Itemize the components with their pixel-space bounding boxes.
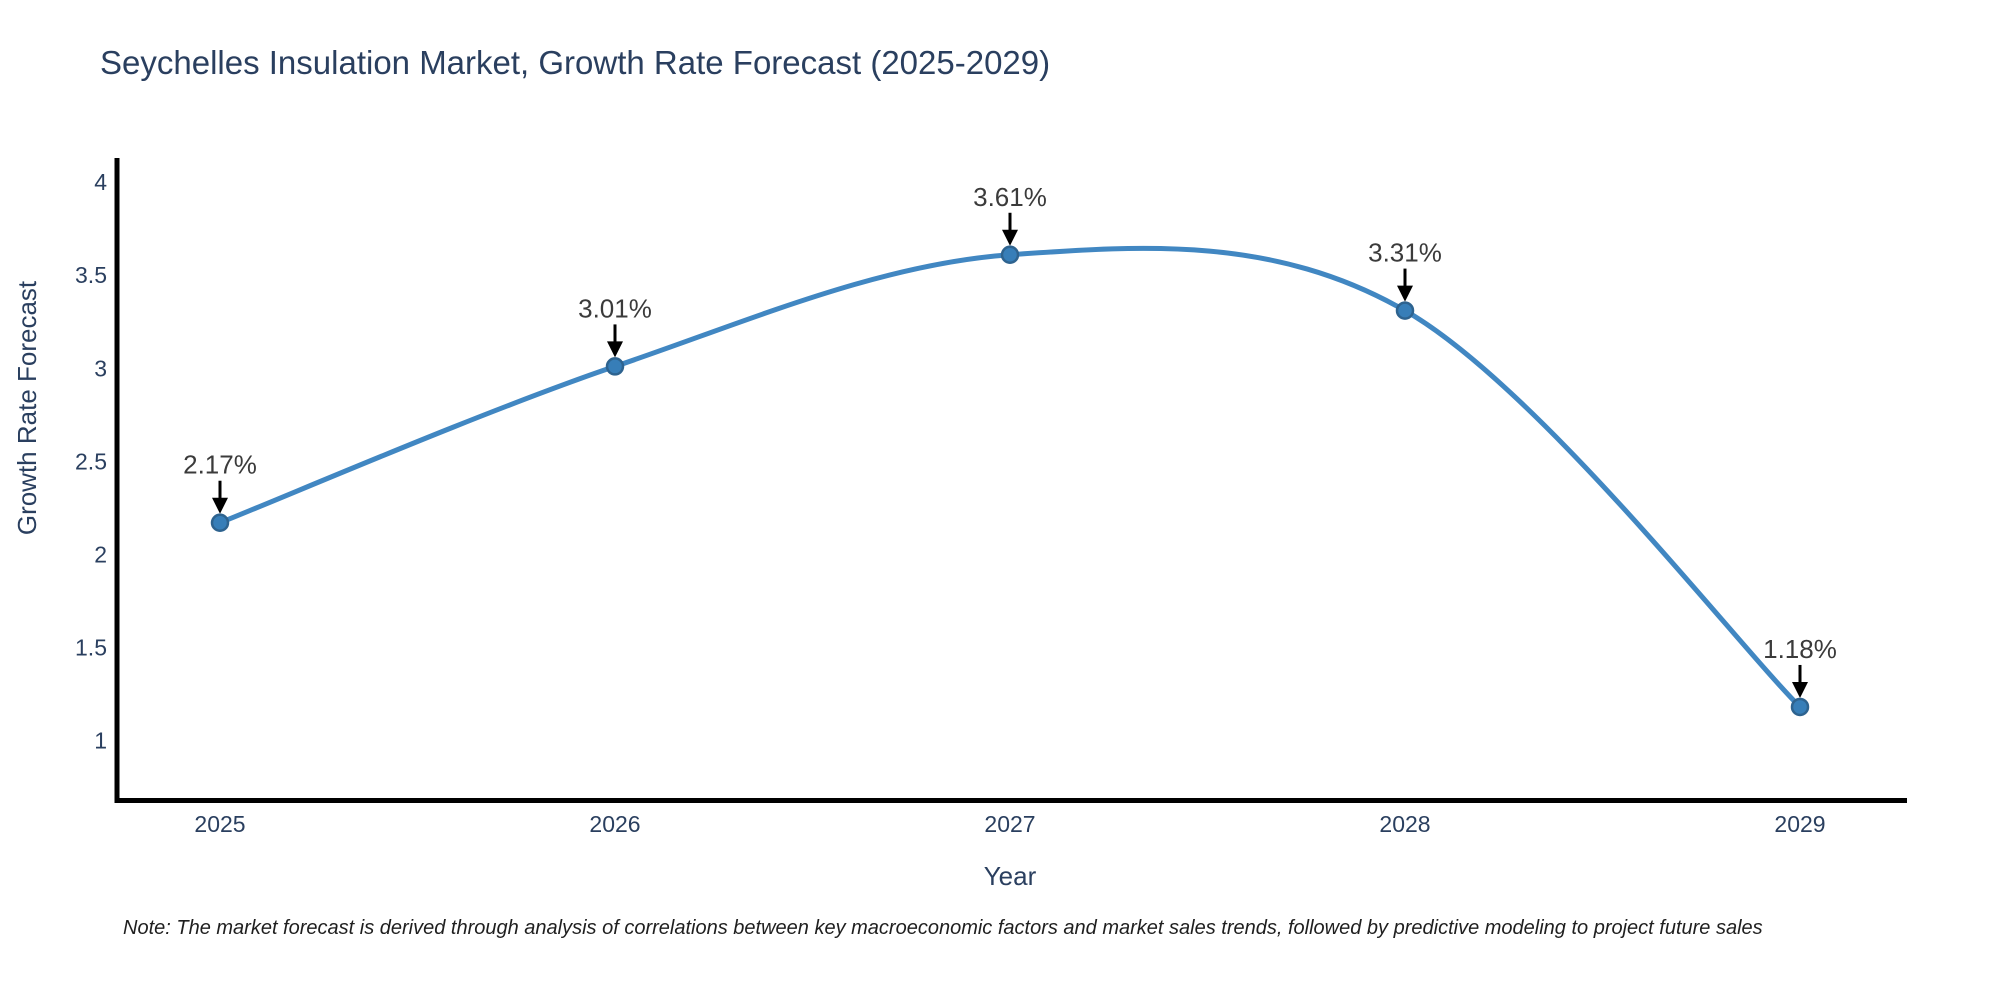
y-tick-label: 1.5 [75,634,107,660]
y-tick-label: 3.5 [75,262,107,288]
data-point-marker [605,357,625,376]
annotation-arrowhead [607,341,623,358]
chart-title: Seychelles Insulation Market, Growth Rat… [100,44,1051,81]
x-tick-label: 2028 [1379,811,1430,837]
x-tick-label: 2029 [1774,811,1825,837]
y-tick-label: 1 [94,727,107,753]
series-markers [210,245,1810,717]
annotation-arrowhead [1792,681,1808,698]
annotation-arrowhead [212,497,228,514]
x-tick-label: 2027 [984,811,1035,837]
data-point-marker [1395,301,1415,320]
point-value-label: 3.61% [973,182,1047,212]
y-tick-label: 3 [94,355,107,381]
y-tick-label: 4 [94,169,107,195]
point-value-label: 3.31% [1368,238,1442,268]
y-axis-tick-labels: 1 1.5 2 2.5 3 3.5 4 [75,169,107,753]
point-annotations: 2.17% 3.01% 3.61% 3.31% 1.18% [183,182,1837,698]
y-tick-label: 2.5 [75,448,107,474]
x-axis-title: Year [984,861,1037,891]
series-line [217,245,1803,710]
point-value-label: 1.18% [1763,634,1837,664]
y-axis-title: Growth Rate Forecast [12,280,42,535]
annotation-arrowhead [1002,229,1018,246]
footnote: Note: The market forecast is derived thr… [123,917,1763,939]
y-tick-label: 2 [94,541,107,567]
x-tick-label: 2026 [589,811,640,837]
data-point-marker [210,513,230,532]
annotation-arrowhead [1397,285,1413,302]
x-axis-tick-labels: 2025 2026 2027 2028 2029 [194,811,1825,837]
data-point-marker [1790,697,1810,717]
point-value-label: 2.17% [183,450,257,480]
growth-rate-line [217,245,1803,710]
point-value-label: 3.01% [578,293,652,323]
x-tick-label: 2025 [194,811,245,837]
data-point-marker [1000,245,1020,265]
